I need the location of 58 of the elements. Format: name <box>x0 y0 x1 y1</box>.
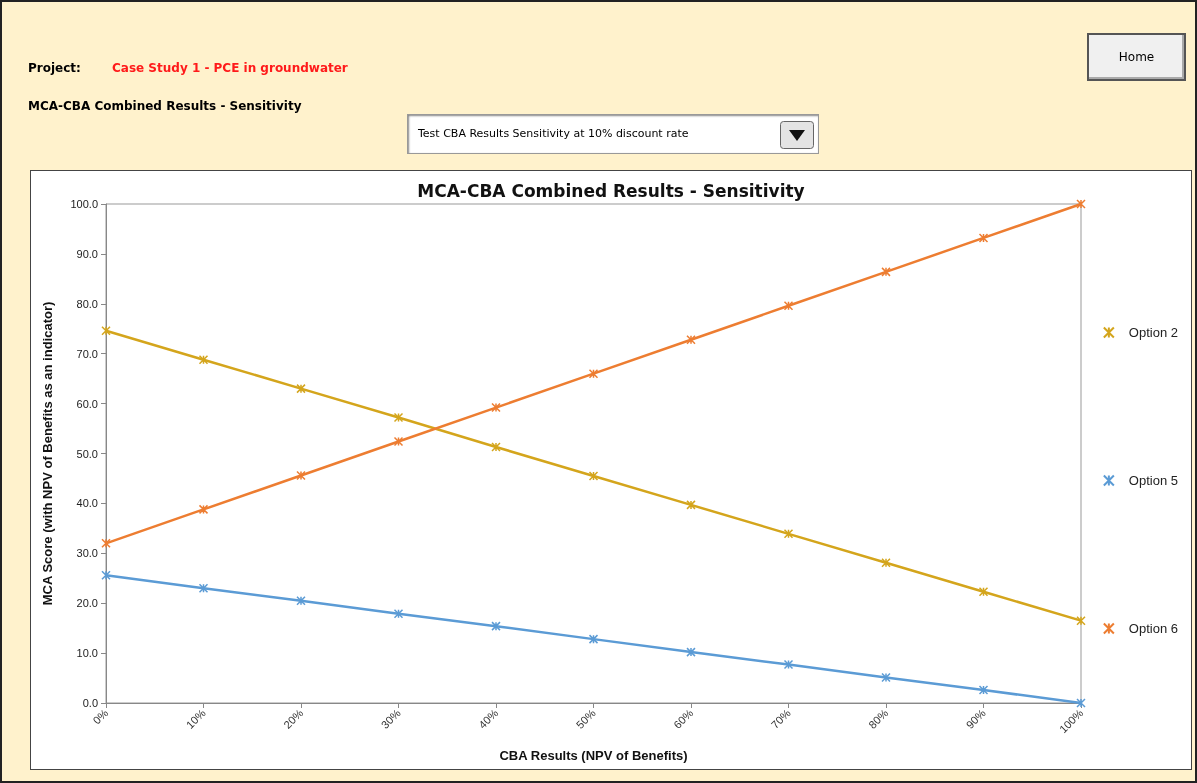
y-tick-label: 60.0 <box>76 397 98 410</box>
y-tick-label: 80.0 <box>76 297 98 310</box>
y-tick-label: 70.0 <box>76 347 98 360</box>
y-tick-label: 30.0 <box>76 547 98 560</box>
x-axis-title: CBA Results (NPV of Benefits) <box>499 748 688 763</box>
point <box>1076 615 1086 626</box>
y-tick-label: 20.0 <box>76 597 98 610</box>
point <box>198 504 209 515</box>
point <box>101 326 111 336</box>
x-tick-label: 40% <box>476 706 501 731</box>
point <box>588 368 599 379</box>
point <box>198 583 209 593</box>
text: MCA-CBA Combined Results - Sensitivity <box>28 99 302 113</box>
point <box>978 586 989 597</box>
y-tick-label: 90.0 <box>76 247 98 260</box>
point <box>978 685 989 695</box>
y-tick-label: 10.0 <box>76 647 98 660</box>
y-tick-label: 50.0 <box>76 447 98 460</box>
point <box>686 647 696 657</box>
point <box>783 529 794 539</box>
point <box>491 442 501 452</box>
legend-label: Option 6 <box>1128 621 1179 636</box>
point <box>686 334 696 345</box>
point <box>393 436 404 447</box>
x-tick-label: 0% <box>90 706 111 727</box>
point <box>491 402 501 413</box>
text: Test CBA Results Sensitivity at 10% discount rate <box>418 127 689 140</box>
y-tick-label: 40.0 <box>76 497 98 510</box>
point <box>296 595 306 606</box>
text: Case Study 1 - PCE in groundwater <box>112 61 348 75</box>
point <box>198 354 209 365</box>
point <box>491 621 501 631</box>
home-button: Home <box>1087 33 1186 81</box>
legend-label: Option 2 <box>1128 325 1179 340</box>
point <box>588 471 599 481</box>
chart-title: MCA-CBA Combined Results - Sensitivity <box>417 180 805 201</box>
point <box>1076 199 1086 209</box>
legend-label: Option 5 <box>1128 473 1179 488</box>
point <box>783 659 794 670</box>
point <box>101 538 111 549</box>
point <box>296 470 306 481</box>
point <box>881 672 891 683</box>
point <box>393 412 404 423</box>
point <box>588 634 599 644</box>
point <box>393 608 404 619</box>
point <box>881 267 891 277</box>
y-axis-title: MCA Score (with NPV of Benefits as an indicator) <box>40 301 55 606</box>
x-tick-label: 70% <box>768 706 793 731</box>
text: Project: <box>28 61 81 75</box>
x-tick-label: 60% <box>671 706 696 731</box>
y-tick-label: 0.0 <box>82 697 98 709</box>
point <box>783 301 794 311</box>
y-tick-label: 100.0 <box>70 198 98 210</box>
point <box>881 558 891 568</box>
point <box>978 233 989 243</box>
point <box>101 570 111 581</box>
point <box>686 500 696 510</box>
point <box>296 383 306 394</box>
